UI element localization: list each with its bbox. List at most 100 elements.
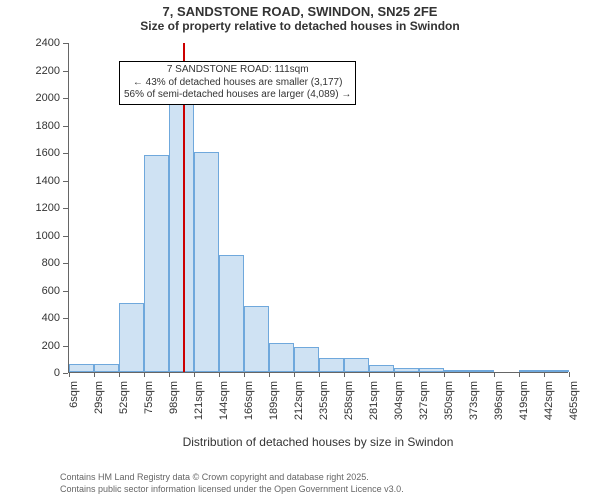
xtick-mark bbox=[144, 372, 145, 377]
title-line-1: 7, SANDSTONE ROAD, SWINDON, SN25 2FE bbox=[0, 4, 600, 19]
ytick-label: 1800 bbox=[36, 120, 60, 132]
annotation-line-1: 7 SANDSTONE ROAD: 111sqm bbox=[124, 64, 351, 77]
xtick-label: 419sqm bbox=[518, 381, 530, 420]
xtick-label: 29sqm bbox=[93, 381, 105, 414]
xtick-mark bbox=[469, 372, 470, 377]
xtick-label: 304sqm bbox=[393, 381, 405, 420]
xtick-mark bbox=[419, 372, 420, 377]
chart-container: 7, SANDSTONE ROAD, SWINDON, SN25 2FE Siz… bbox=[0, 0, 600, 500]
histogram-bar bbox=[169, 103, 194, 373]
ytick-mark bbox=[63, 318, 68, 319]
ytick-label: 800 bbox=[42, 257, 60, 269]
annotation-line-3: 56% of semi-detached houses are larger (… bbox=[124, 89, 351, 102]
ytick-mark bbox=[63, 373, 68, 374]
xtick-label: 189sqm bbox=[268, 381, 280, 420]
xtick-label: 258sqm bbox=[343, 381, 355, 420]
xtick-label: 327sqm bbox=[418, 381, 430, 420]
ytick-mark bbox=[63, 208, 68, 209]
x-axis-label: Distribution of detached houses by size … bbox=[68, 435, 568, 449]
annotation-line-2: ← 43% of detached houses are smaller (3,… bbox=[124, 77, 351, 90]
histogram-bar bbox=[544, 370, 569, 372]
xtick-label: 281sqm bbox=[368, 381, 380, 420]
ytick-mark bbox=[63, 263, 68, 264]
ytick-mark bbox=[63, 291, 68, 292]
xtick-mark bbox=[94, 372, 95, 377]
xtick-mark bbox=[519, 372, 520, 377]
xtick-label: 212sqm bbox=[293, 381, 305, 420]
histogram-bar bbox=[194, 152, 219, 372]
xtick-mark bbox=[444, 372, 445, 377]
xtick-mark bbox=[194, 372, 195, 377]
xtick-mark bbox=[369, 372, 370, 377]
histogram-bar bbox=[269, 343, 294, 372]
histogram-bar bbox=[519, 370, 544, 372]
ytick-mark bbox=[63, 43, 68, 44]
ytick-label: 2000 bbox=[36, 92, 60, 104]
xtick-mark bbox=[394, 372, 395, 377]
xtick-mark bbox=[294, 372, 295, 377]
ytick-label: 200 bbox=[42, 340, 60, 352]
ytick-mark bbox=[63, 126, 68, 127]
xtick-label: 75sqm bbox=[143, 381, 155, 414]
xtick-mark bbox=[169, 372, 170, 377]
xtick-label: 396sqm bbox=[493, 381, 505, 420]
histogram-bar bbox=[419, 368, 444, 372]
ytick-mark bbox=[63, 153, 68, 154]
ytick-label: 1000 bbox=[36, 230, 60, 242]
plot-area: 7 SANDSTONE ROAD: 111sqm← 43% of detache… bbox=[68, 43, 568, 373]
histogram-bar bbox=[69, 364, 94, 372]
histogram-bar bbox=[394, 368, 419, 372]
xtick-mark bbox=[494, 372, 495, 377]
annotation-box: 7 SANDSTONE ROAD: 111sqm← 43% of detache… bbox=[119, 61, 356, 105]
xtick-mark bbox=[544, 372, 545, 377]
xtick-mark bbox=[119, 372, 120, 377]
ytick-mark bbox=[63, 71, 68, 72]
histogram-bar bbox=[444, 370, 469, 372]
xtick-mark bbox=[344, 372, 345, 377]
histogram-bar bbox=[469, 370, 494, 372]
footer-line-2: Contains public sector information licen… bbox=[60, 484, 404, 494]
xtick-label: 6sqm bbox=[68, 381, 80, 408]
xtick-label: 121sqm bbox=[193, 381, 205, 420]
xtick-label: 373sqm bbox=[468, 381, 480, 420]
xtick-mark bbox=[569, 372, 570, 377]
title-line-2: Size of property relative to detached ho… bbox=[0, 19, 600, 33]
xtick-mark bbox=[219, 372, 220, 377]
ytick-label: 400 bbox=[42, 312, 60, 324]
ytick-label: 0 bbox=[54, 367, 60, 379]
ytick-label: 1400 bbox=[36, 175, 60, 187]
xtick-mark bbox=[269, 372, 270, 377]
ytick-mark bbox=[63, 236, 68, 237]
xtick-mark bbox=[319, 372, 320, 377]
ytick-label: 2200 bbox=[36, 65, 60, 77]
histogram-bar bbox=[369, 365, 394, 372]
ytick-mark bbox=[63, 181, 68, 182]
xtick-label: 98sqm bbox=[168, 381, 180, 414]
xtick-label: 350sqm bbox=[443, 381, 455, 420]
xtick-label: 465sqm bbox=[568, 381, 580, 420]
footer-line-1: Contains HM Land Registry data © Crown c… bbox=[60, 472, 369, 482]
ytick-label: 1200 bbox=[36, 202, 60, 214]
chart-title: 7, SANDSTONE ROAD, SWINDON, SN25 2FE Siz… bbox=[0, 4, 600, 33]
histogram-bar bbox=[294, 347, 319, 372]
histogram-bar bbox=[119, 303, 144, 372]
ytick-label: 2400 bbox=[36, 37, 60, 49]
xtick-label: 52sqm bbox=[118, 381, 130, 414]
ytick-mark bbox=[63, 98, 68, 99]
footer-attribution: Contains HM Land Registry data © Crown c… bbox=[60, 472, 404, 495]
ytick-mark bbox=[63, 346, 68, 347]
xtick-label: 166sqm bbox=[243, 381, 255, 420]
histogram-bar bbox=[344, 358, 369, 372]
xtick-label: 235sqm bbox=[318, 381, 330, 420]
ytick-label: 1600 bbox=[36, 147, 60, 159]
histogram-bar bbox=[144, 155, 169, 372]
xtick-mark bbox=[244, 372, 245, 377]
histogram-bar bbox=[219, 255, 244, 372]
histogram-bar bbox=[244, 306, 269, 372]
histogram-bar bbox=[319, 358, 344, 372]
xtick-mark bbox=[69, 372, 70, 377]
ytick-label: 600 bbox=[42, 285, 60, 297]
xtick-label: 442sqm bbox=[543, 381, 555, 420]
histogram-bar bbox=[94, 364, 119, 372]
xtick-label: 144sqm bbox=[218, 381, 230, 420]
